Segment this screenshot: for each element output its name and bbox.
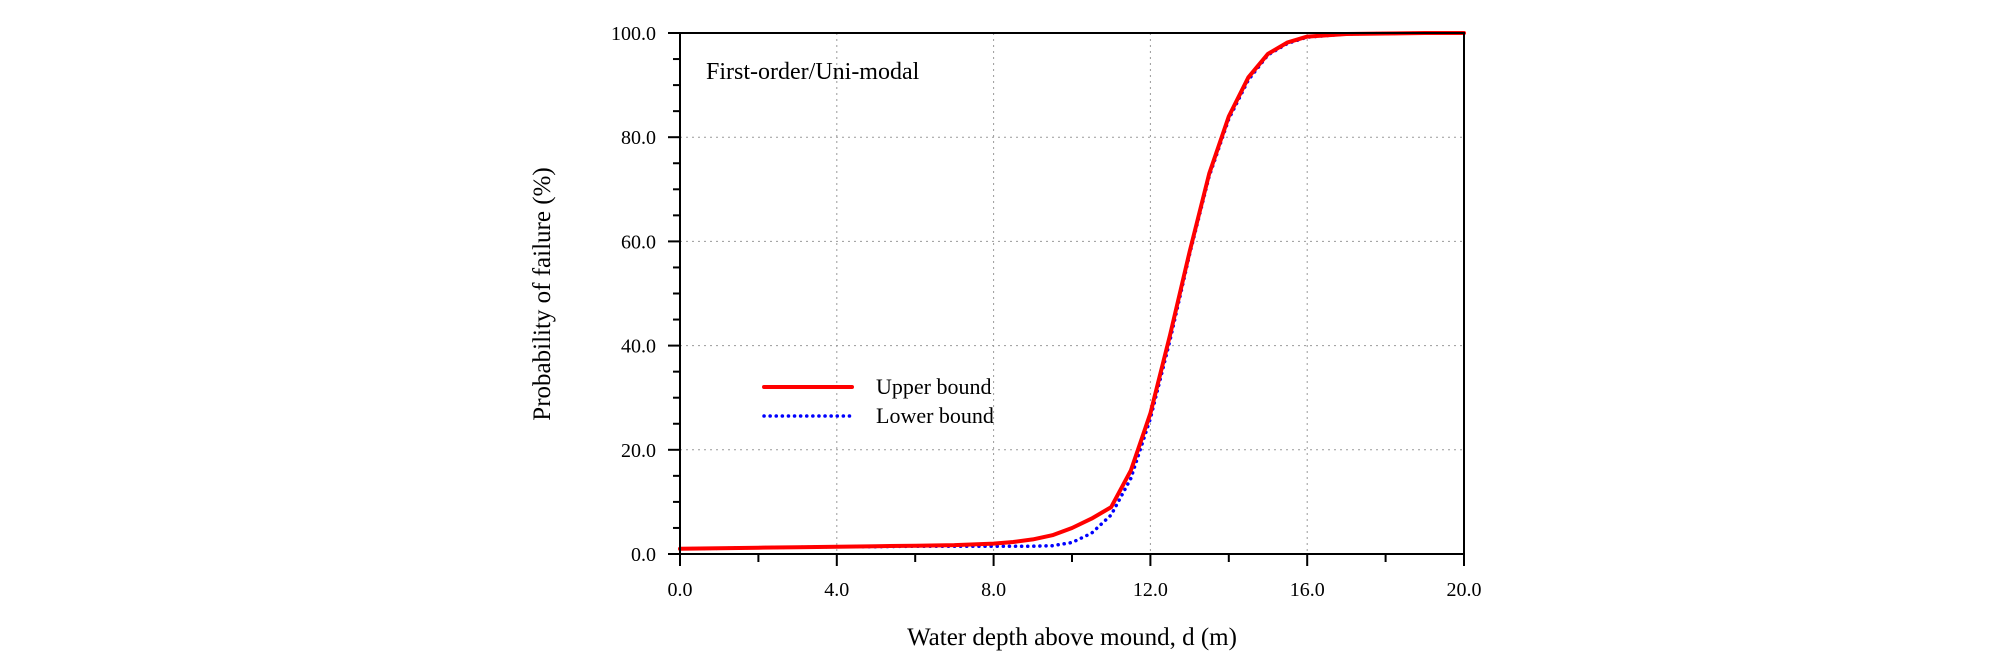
- y-axis-title: Probability of failure (%): [529, 167, 556, 420]
- x-tick-label: 12.0: [1133, 579, 1168, 601]
- legend-label-upper-bound: Upper bound: [876, 374, 991, 399]
- y-tick-label: 40.0: [621, 336, 656, 358]
- tick-layer: 0.0 4.0 8.0 12.0 16.0 20.0 0.0 20.0 40.0 60.0 80.0…: [611, 23, 1482, 601]
- x-tick-label: 20.0: [1447, 579, 1482, 601]
- series-line-lower-bound: [678, 31, 1466, 551]
- x-tick-label: 0.0: [668, 579, 693, 601]
- chart-annotation: First-order/Uni-modal: [706, 59, 920, 85]
- grid-layer: [680, 33, 1464, 554]
- y-tick-label: 60.0: [621, 231, 656, 253]
- x-axis-title: Water depth above mound, d (m): [907, 624, 1237, 651]
- x-tick-label: 8.0: [981, 579, 1006, 601]
- y-tick-label: 20.0: [621, 440, 656, 462]
- legend-label-lower-bound: Lower bound: [876, 403, 994, 428]
- y-tick-label: 0.0: [631, 544, 656, 566]
- legend: Upper bound Lower bound: [762, 374, 994, 428]
- x-tick-label: 4.0: [824, 579, 849, 601]
- plot-frame: [679, 32, 1465, 555]
- series-line-upper-bound: [678, 31, 1466, 551]
- y-tick-label: 100.0: [611, 23, 656, 45]
- series-layer: [678, 31, 1466, 551]
- x-tick-label: 16.0: [1290, 579, 1325, 601]
- y-tick-label: 80.0: [621, 127, 656, 149]
